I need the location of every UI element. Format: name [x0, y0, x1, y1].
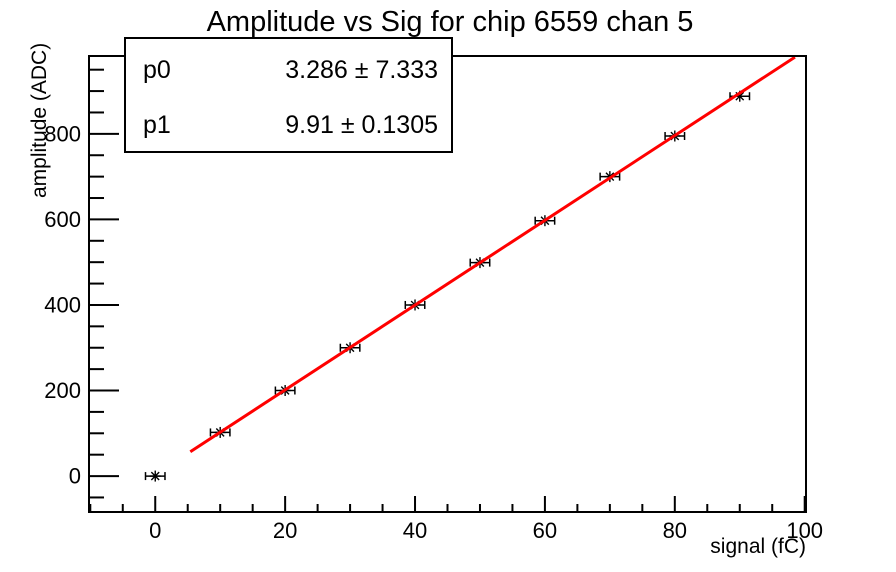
y-tick-label: 0 — [69, 464, 81, 489]
star-marker-ray — [735, 91, 745, 101]
y-tick-label: 200 — [44, 378, 81, 403]
chart-title: Amplitude vs Sig for chip 6559 chan 5 — [207, 6, 694, 38]
stats-row-p1-label: p1 — [143, 111, 171, 139]
x-tick-label: 100 — [786, 518, 823, 543]
axis-ticks — [89, 68, 806, 512]
x-axis-title: signal (fC) — [710, 535, 806, 558]
stats-box-border — [124, 37, 453, 153]
y-axis-title: amplitude (ADC) — [28, 43, 51, 198]
x-tick-label: 40 — [403, 518, 427, 543]
data-point — [144, 470, 166, 482]
y-tick-label: 800 — [44, 121, 81, 146]
stats-row-p0-value: 3.286 ± 7.333 — [285, 56, 438, 84]
linear-fit-line — [189, 55, 796, 454]
star-marker-ray — [150, 471, 160, 481]
y-tick-label: 400 — [44, 292, 81, 317]
x-tick-label: 20 — [273, 518, 297, 543]
y-tick-label: 600 — [44, 207, 81, 232]
stats-row-p1-value: 9.91 ± 0.1305 — [285, 111, 438, 139]
stats-row-p0-label: p0 — [143, 56, 171, 84]
stats-box: p0 3.286 ± 7.333 p1 9.91 ± 0.1305 — [124, 37, 453, 153]
fit-line — [189, 55, 796, 454]
x-tick-label: 60 — [533, 518, 557, 543]
axis-tick-labels: 0 20 40 60 80 100 0 200 400 600 800 — [44, 121, 823, 543]
x-tick-label: 0 — [149, 518, 161, 543]
x-tick-label: 80 — [663, 518, 687, 543]
